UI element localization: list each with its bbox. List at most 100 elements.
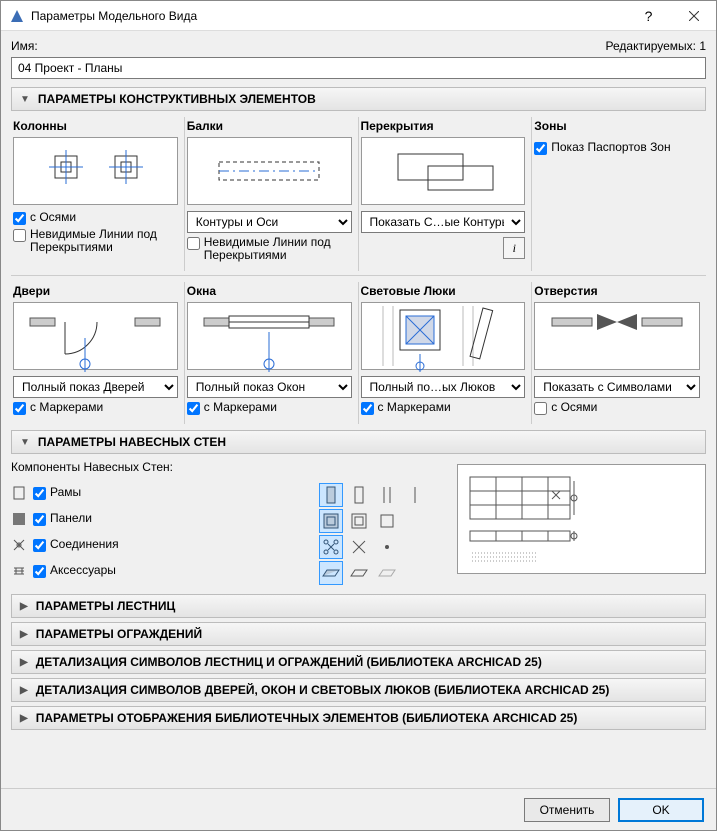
cb-panels[interactable]: Панели (33, 512, 92, 526)
window-title: Параметры Модельного Вида (31, 9, 626, 23)
doors-select[interactable]: Полный показ Дверей (13, 376, 178, 398)
group-doors: Двери Полный показ Дверей с Маркерами (11, 282, 185, 424)
frame-icon (11, 485, 27, 501)
opt-acc-1[interactable] (319, 561, 343, 585)
editable-count: Редактируемых: 1 (606, 39, 706, 53)
section-header-stairs[interactable]: ▶ПАРАМЕТРЫ ЛЕСТНИЦ (11, 594, 706, 618)
opt-frame-4[interactable] (403, 483, 427, 507)
divider (11, 275, 706, 276)
group-holes: Отверстия Показать с Символами с Осями (532, 282, 706, 424)
opts-panels (319, 508, 449, 534)
group-slabs: Перекрытия Показать С…ые Контуры i (359, 117, 533, 271)
section-header-construction[interactable]: ▼ ПАРАМЕТРЫ КОНСТРУКТИВНЫХ ЭЛЕМЕНТОВ (11, 87, 706, 111)
opt-joint-3[interactable] (375, 535, 399, 559)
beams-preview (187, 137, 352, 205)
name-label: Имя: (11, 39, 38, 53)
cb-doors-markers[interactable]: с Маркерами (13, 401, 178, 415)
opt-frame-1[interactable] (319, 483, 343, 507)
chevron-right-icon: ▶ (20, 601, 28, 612)
section-title: ПАРАМЕТРЫ КОНСТРУКТИВНЫХ ЭЛЕМЕНТОВ (38, 92, 316, 106)
windows-select[interactable]: Полный показ Окон (187, 376, 352, 398)
cb-frames[interactable]: Рамы (33, 486, 81, 500)
group-columns: Колонны с Осями Невидимые Линии под Пере… (11, 117, 185, 271)
slabs-preview (361, 137, 526, 205)
cb-beams-hidden[interactable]: Невидимые Линии под Перекрытиями (187, 236, 352, 262)
help-button[interactable]: ? (626, 1, 671, 31)
group-windows: Окна Полный показ Окон с Маркерами (185, 282, 359, 424)
opt-panel-2[interactable] (347, 509, 371, 533)
curtain-preview-wrap (457, 460, 706, 586)
opt-frame-3[interactable] (375, 483, 399, 507)
panel-icon (11, 511, 27, 527)
opt-joint-1[interactable] (319, 535, 343, 559)
section-header-detail-stairs[interactable]: ▶ДЕТАЛИЗАЦИЯ СИМВОЛОВ ЛЕСТНИЦ И ОГРАЖДЕН… (11, 650, 706, 674)
cb-joints[interactable]: Соединения (33, 538, 119, 552)
row-frames: Рамы (11, 480, 311, 506)
row-top: Колонны с Осями Невидимые Линии под Пере… (11, 117, 706, 271)
curtain-body: Компоненты Навесных Стен: Рамы Панели Со… (11, 460, 706, 586)
row-panels: Панели (11, 506, 311, 532)
group-zones: Зоны Показ Паспортов Зон (532, 117, 706, 271)
curtain-components: Компоненты Навесных Стен: Рамы Панели Со… (11, 460, 311, 586)
cancel-button[interactable]: Отменить (524, 798, 610, 822)
opt-panel-1[interactable] (319, 509, 343, 533)
chevron-down-icon: ▼ (20, 94, 30, 105)
dialog-body: Имя: Редактируемых: 1 ▼ ПАРАМЕТРЫ КОНСТР… (1, 31, 716, 788)
section-title: ПАРАМЕТРЫ НАВЕСНЫХ СТЕН (38, 435, 226, 449)
close-button[interactable] (671, 1, 716, 31)
opt-acc-3[interactable] (375, 561, 399, 585)
skylights-select[interactable]: Полный по…ых Люков (361, 376, 526, 398)
section-header-curtain[interactable]: ▼ ПАРАМЕТРЫ НАВЕСНЫХ СТЕН (11, 430, 706, 454)
section-header-library[interactable]: ▶ПАРАМЕТРЫ ОТОБРАЖЕНИЯ БИБЛИОТЕЧНЫХ ЭЛЕМ… (11, 706, 706, 730)
beams-head: Балки (187, 119, 352, 133)
curtain-options (319, 460, 449, 586)
chevron-right-icon: ▶ (20, 657, 28, 668)
chevron-right-icon: ▶ (20, 713, 28, 724)
components-label: Компоненты Навесных Стен: (11, 460, 311, 474)
doors-preview (13, 302, 178, 370)
skylights-preview (361, 302, 526, 370)
ok-button[interactable]: OK (618, 798, 704, 822)
opt-panel-3[interactable] (375, 509, 399, 533)
holes-preview (534, 302, 700, 370)
chevron-right-icon: ▶ (20, 629, 28, 640)
cb-accessories[interactable]: Аксессуары (33, 564, 116, 578)
collapsed-sections: ▶ПАРАМЕТРЫ ЛЕСТНИЦ ▶ПАРАМЕТРЫ ОГРАЖДЕНИЙ… (11, 594, 706, 730)
joint-icon (11, 537, 27, 553)
name-input[interactable] (11, 57, 706, 79)
opt-frame-2[interactable] (347, 483, 371, 507)
curtain-preview (457, 464, 706, 574)
cb-windows-markers[interactable]: с Маркерами (187, 401, 352, 415)
opts-joints (319, 534, 449, 560)
chevron-down-icon: ▼ (20, 437, 30, 448)
beams-select[interactable]: Контуры и Оси (187, 211, 352, 233)
row-accessories: Аксессуары (11, 558, 311, 584)
opts-accessories (319, 560, 449, 586)
row-bottom: Двери Полный показ Дверей с Маркерами Ок… (11, 282, 706, 424)
opt-acc-2[interactable] (347, 561, 371, 585)
opts-frames (319, 482, 449, 508)
titlebar: Параметры Модельного Вида ? (1, 1, 716, 31)
info-button[interactable]: i (503, 237, 525, 259)
cb-zones-passports[interactable]: Показ Паспортов Зон (534, 141, 700, 155)
cb-skylights-markers[interactable]: с Маркерами (361, 401, 526, 415)
holes-select[interactable]: Показать с Символами (534, 376, 700, 398)
dialog-footer: Отменить OK (1, 788, 716, 830)
zones-head: Зоны (534, 119, 700, 133)
columns-head: Колонны (13, 119, 178, 133)
row-joints: Соединения (11, 532, 311, 558)
section-header-detail-doors[interactable]: ▶ДЕТАЛИЗАЦИЯ СИМВОЛОВ ДВЕРЕЙ, ОКОН И СВЕ… (11, 678, 706, 702)
chevron-right-icon: ▶ (20, 685, 28, 696)
slabs-select[interactable]: Показать С…ые Контуры (361, 211, 526, 233)
columns-preview (13, 137, 178, 205)
accessory-icon (11, 563, 27, 579)
cb-columns-hidden[interactable]: Невидимые Линии под Перекрытиями (13, 228, 178, 254)
cb-holes-axes[interactable]: с Осями (534, 401, 700, 415)
opt-joint-2[interactable] (347, 535, 371, 559)
cb-columns-axes[interactable]: с Осями (13, 211, 178, 225)
section-header-railings[interactable]: ▶ПАРАМЕТРЫ ОГРАЖДЕНИЙ (11, 622, 706, 646)
group-beams: Балки Контуры и Оси Невидимые Линии под … (185, 117, 359, 271)
group-skylights: Световые Люки Полный по…ых Люков с Марке… (359, 282, 533, 424)
slabs-head: Перекрытия (361, 119, 526, 133)
app-icon (9, 8, 25, 24)
